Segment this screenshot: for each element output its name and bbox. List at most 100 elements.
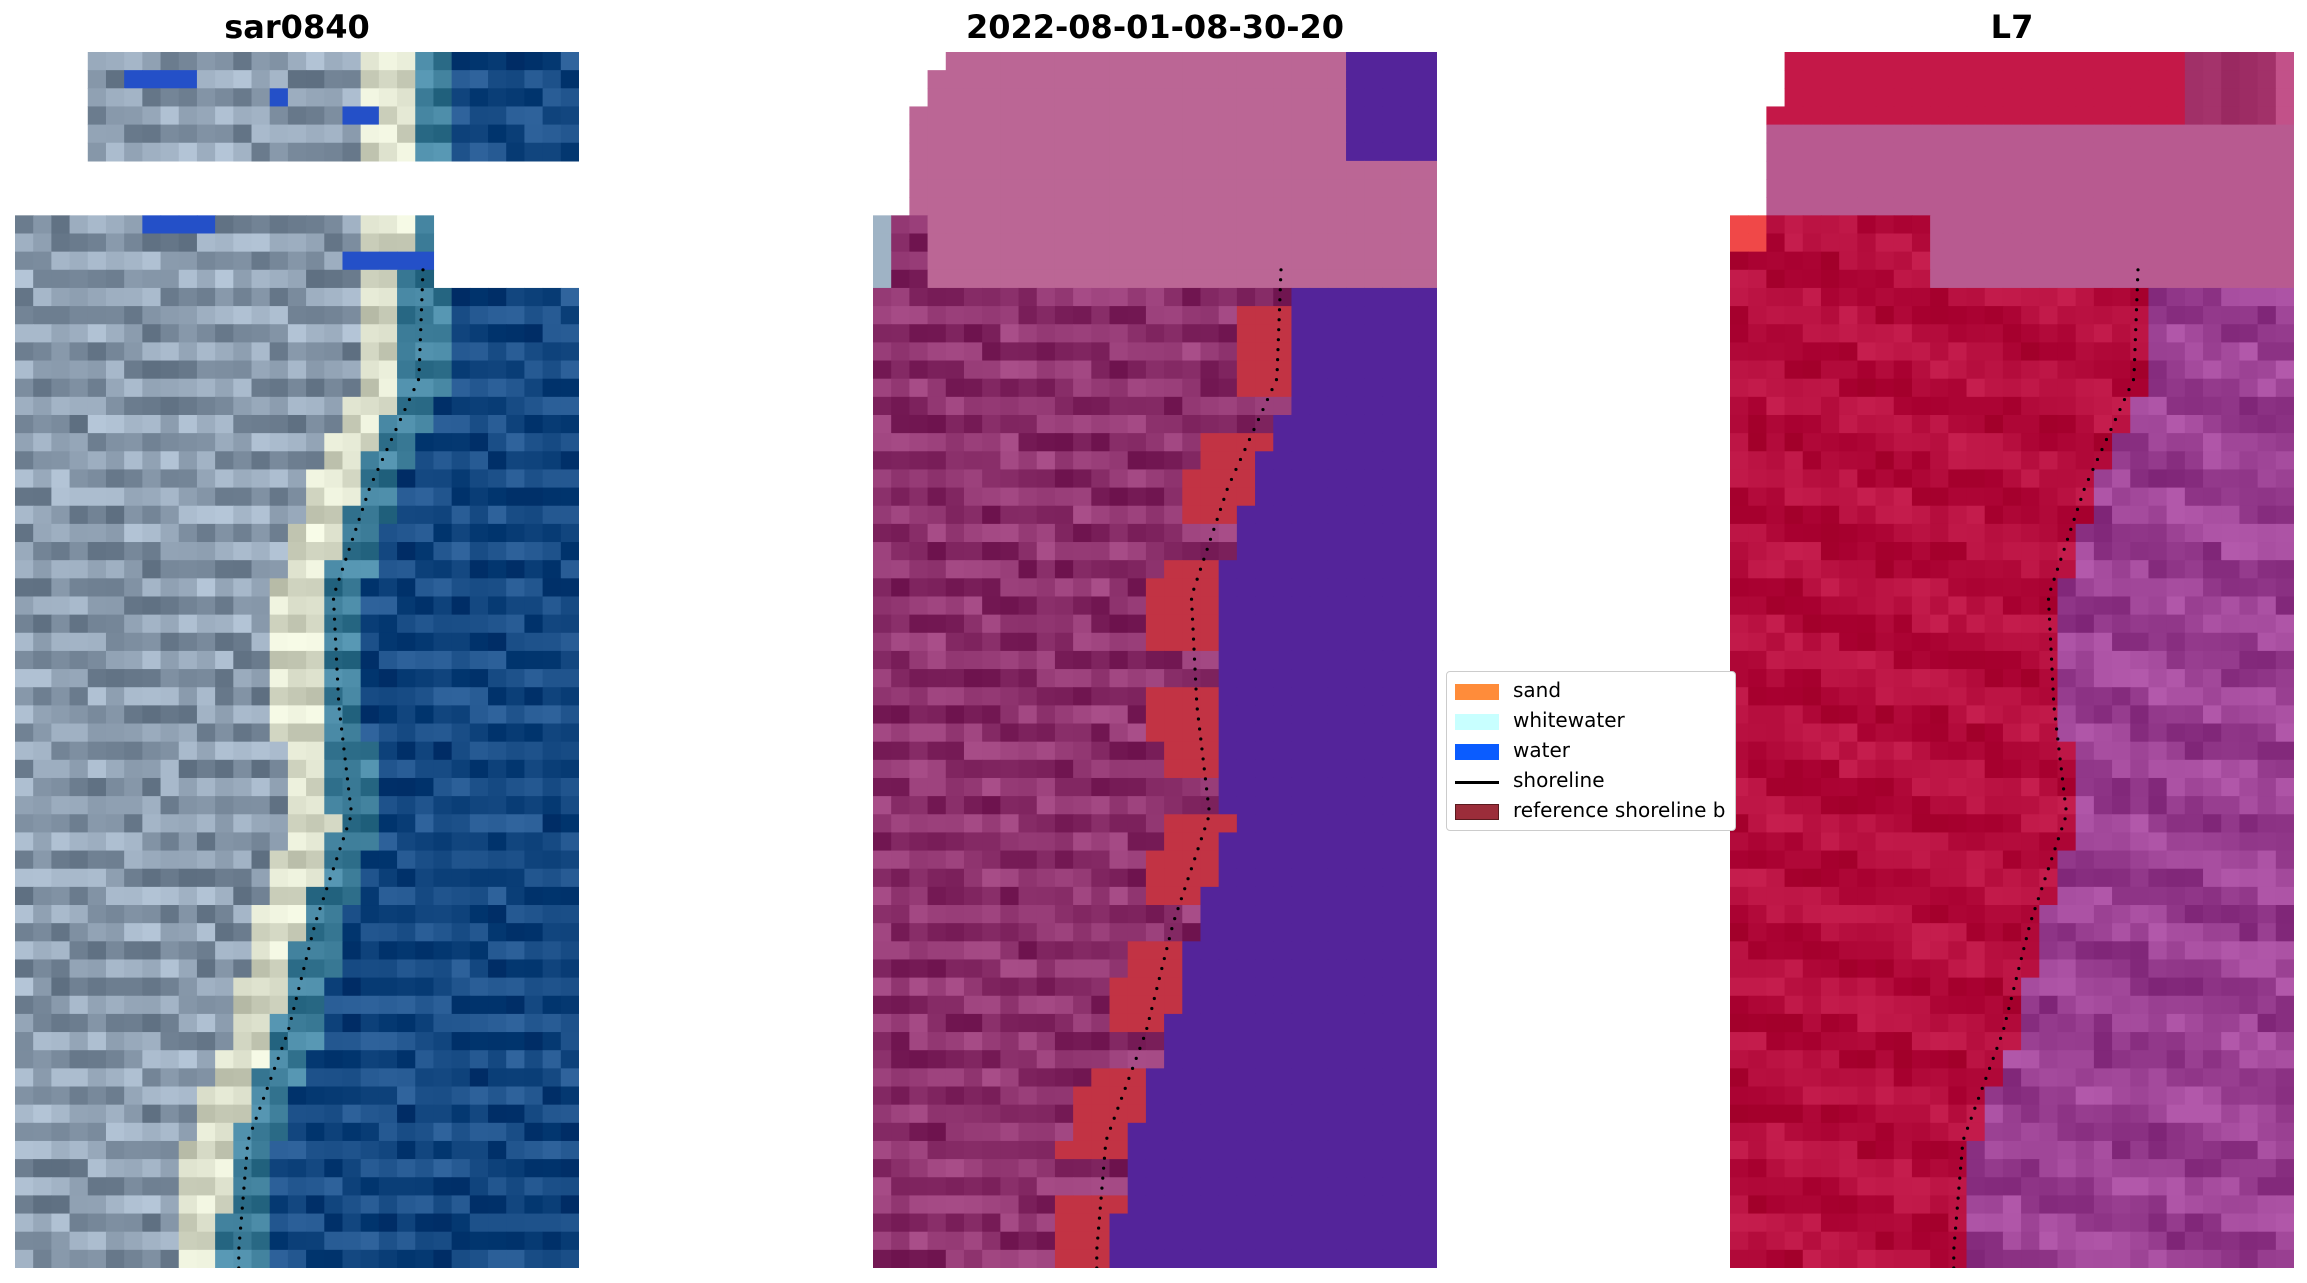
rgb-pixel: [287, 414, 307, 434]
ndwi-pixel: [1802, 396, 1822, 416]
rgb-pixel: [560, 1213, 579, 1233]
class-pixel: [1073, 360, 1092, 380]
ndwi-pixel: [1748, 469, 1767, 489]
ndwi-pixel: [1984, 596, 2004, 616]
class-pixel: [1145, 1231, 1165, 1251]
rgb-pixel: [287, 324, 307, 343]
rgb-pixel: [469, 433, 489, 452]
rgb-pixel: [469, 941, 489, 961]
class-pixel: [982, 560, 1001, 579]
ndwi-pixel: [1948, 106, 1968, 126]
rgb-pixel: [124, 414, 143, 434]
class-pixel: [909, 596, 929, 616]
class-pixel: [1145, 687, 1165, 706]
class-pixel: [1236, 251, 1256, 271]
class-pixel: [982, 941, 1001, 961]
class-pixel: [1400, 1050, 1420, 1069]
ndwi-pixel: [2275, 378, 2294, 398]
class-pixel: [873, 306, 892, 325]
class-pixel: [1073, 959, 1092, 979]
ndwi-pixel: [1875, 233, 1895, 253]
rgb-pixel: [560, 487, 579, 507]
rgb-pixel: [415, 759, 435, 779]
rgb-pixel: [287, 360, 307, 380]
ndwi-pixel: [2148, 523, 2168, 543]
class-pixel: [1054, 124, 1074, 144]
rgb-pixel: [433, 1231, 453, 1251]
class-pixel: [945, 505, 965, 525]
class-pixel: [1200, 632, 1220, 652]
class-pixel: [1273, 505, 1293, 525]
rgb-pixel: [105, 886, 125, 906]
ndwi-pixel: [1820, 52, 1840, 71]
rgb-pixel: [160, 814, 180, 834]
rgb-pixel: [196, 451, 216, 471]
rgb-pixel: [105, 796, 125, 815]
rgb-pixel: [196, 759, 216, 779]
class-pixel: [1109, 741, 1129, 761]
class-pixel: [909, 1068, 929, 1088]
ndwi-pixel: [1748, 306, 1767, 325]
class-pixel: [1145, 52, 1165, 71]
ndwi-pixel: [2221, 197, 2241, 216]
ndwi-pixel: [1820, 523, 1840, 543]
class-pixel: [1273, 977, 1293, 997]
rgb-pixel: [178, 505, 198, 525]
rgb-pixel: [33, 977, 52, 997]
rgb-pixel: [451, 52, 471, 71]
class-pixel: [909, 469, 929, 489]
rgb-pixel: [87, 142, 107, 162]
rgb-pixel: [105, 324, 125, 343]
rgb-pixel: [233, 505, 253, 525]
class-pixel: [945, 451, 965, 471]
rgb-pixel: [342, 1231, 362, 1251]
class-pixel: [1418, 814, 1437, 834]
rgb-pixel: [306, 977, 325, 997]
rgb-pixel: [160, 251, 180, 271]
class-pixel: [945, 1068, 965, 1088]
class-pixel: [945, 378, 965, 398]
class-pixel: [963, 378, 983, 398]
class-pixel: [909, 269, 929, 289]
ndwi-pixel: [2057, 70, 2077, 89]
rgb-pixel: [433, 814, 453, 834]
class-pixel: [1036, 414, 1056, 434]
ndwi-pixel: [2039, 614, 2059, 634]
rgb-pixel: [433, 487, 453, 507]
ndwi-pixel: [1984, 215, 2004, 235]
ndwi-pixel: [1984, 542, 2004, 561]
rgb-pixel: [178, 251, 198, 271]
ndwi-pixel: [2112, 233, 2131, 253]
ndwi-pixel: [1802, 251, 1822, 271]
ndwi-pixel: [2112, 469, 2131, 489]
class-pixel: [1291, 1122, 1311, 1142]
class-pixel: [1327, 378, 1347, 398]
ndwi-pixel: [2075, 542, 2095, 561]
rgb-pixel: [215, 1140, 234, 1160]
ndwi-pixel: [2275, 360, 2294, 380]
rgb-pixel: [415, 868, 435, 888]
class-pixel: [963, 923, 983, 942]
ndwi-pixel: [1857, 542, 1877, 561]
class-pixel: [1236, 378, 1256, 398]
ndwi-pixel: [1948, 324, 1968, 343]
class-pixel: [1073, 796, 1092, 815]
class-pixel: [1309, 269, 1329, 289]
rgb-pixel: [469, 1177, 489, 1197]
class-pixel: [909, 723, 929, 743]
class-pixel: [909, 832, 929, 852]
rgb-pixel: [15, 1177, 34, 1197]
rgb-pixel: [306, 1213, 325, 1233]
class-pixel: [1145, 233, 1165, 253]
class-pixel: [982, 1068, 1001, 1088]
class-pixel: [1000, 124, 1020, 144]
rgb-pixel: [215, 796, 234, 815]
class-pixel: [1236, 1177, 1256, 1197]
ndwi-pixel: [1820, 142, 1840, 162]
class-pixel: [1400, 723, 1420, 743]
class-pixel: [1382, 396, 1402, 416]
rgb-pixel: [69, 306, 89, 325]
class-pixel: [1145, 650, 1165, 670]
rgb-pixel: [488, 669, 507, 688]
ndwi-pixel: [1857, 632, 1877, 652]
